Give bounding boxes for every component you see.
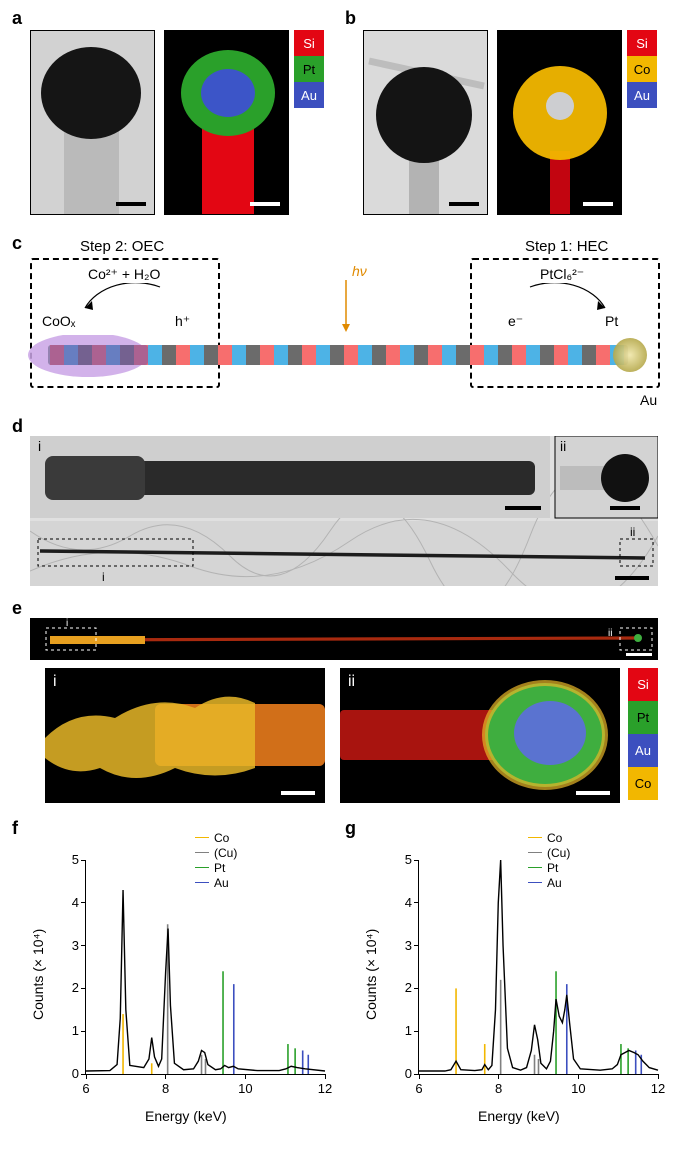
legend-item: Pt bbox=[195, 860, 237, 875]
scalebar bbox=[576, 791, 610, 795]
tem-a-svg bbox=[31, 31, 155, 215]
ylabel: Counts (× 10⁴) bbox=[30, 929, 46, 1020]
legend-item: (Cu) bbox=[195, 845, 237, 860]
panel-e-overview: i ii bbox=[30, 618, 658, 660]
panel-label-f: f bbox=[12, 818, 18, 839]
scalebar bbox=[583, 202, 613, 206]
swatch-si: Si bbox=[627, 30, 657, 56]
rx1-top: PtCl₆²⁻ bbox=[540, 266, 584, 283]
legend-b: Si Co Au bbox=[627, 30, 657, 108]
swatch-si: Si bbox=[628, 668, 658, 701]
xlabel: Energy (keV) bbox=[478, 1108, 560, 1124]
swatch-pt: Pt bbox=[294, 56, 324, 82]
map-b-svg bbox=[498, 31, 622, 215]
panel-e-i: i bbox=[45, 668, 325, 803]
swatch-si: Si bbox=[294, 30, 324, 56]
ylabel: Counts (× 10⁴) bbox=[363, 929, 379, 1020]
legend-item: Co bbox=[528, 830, 570, 845]
panel-b-map bbox=[497, 30, 622, 215]
rx2-top: Co²⁺ + H₂O bbox=[88, 266, 160, 283]
legend-item: Au bbox=[528, 875, 570, 890]
panel-label-a: a bbox=[12, 8, 22, 29]
chart-f: 681012012345 Energy (keV) Counts (× 10⁴)… bbox=[30, 830, 340, 1135]
legend-item: Au bbox=[195, 875, 237, 890]
step1-title: Step 1: HEC bbox=[525, 238, 608, 255]
legend-item: Pt bbox=[528, 860, 570, 875]
map-a-svg bbox=[165, 31, 289, 215]
panel-a-tem bbox=[30, 30, 155, 215]
swatch-au: Au bbox=[628, 734, 658, 767]
step2-title: Step 2: OEC bbox=[80, 238, 164, 255]
swatch-pt: Pt bbox=[628, 701, 658, 734]
scalebar bbox=[610, 506, 640, 510]
au-label: Au bbox=[640, 392, 657, 408]
legend-item: Co bbox=[195, 830, 237, 845]
rx1-right: Pt bbox=[605, 313, 618, 329]
scalebar bbox=[615, 576, 649, 580]
panel-d-svg: i ii i ii bbox=[30, 436, 658, 586]
svg-text:ii: ii bbox=[348, 673, 355, 690]
scalebar bbox=[626, 653, 652, 656]
xlabel: Energy (keV) bbox=[145, 1108, 227, 1124]
svg-text:i: i bbox=[102, 570, 105, 584]
panel-label-c: c bbox=[12, 233, 22, 254]
panel-label-g: g bbox=[345, 818, 356, 839]
chart-g: 681012012345 Energy (keV) Counts (× 10⁴)… bbox=[363, 830, 673, 1135]
panel-d-composite: i ii i ii bbox=[30, 436, 658, 586]
panel-label-e: e bbox=[12, 598, 22, 619]
scalebar bbox=[449, 202, 479, 206]
rx2-left: CoOₓ bbox=[42, 313, 75, 329]
rx2-right: h⁺ bbox=[175, 313, 190, 330]
scalebar bbox=[250, 202, 280, 206]
swatch-au: Au bbox=[627, 82, 657, 108]
scalebar bbox=[505, 506, 541, 510]
arc-arrow-right bbox=[520, 283, 620, 315]
scalebar bbox=[281, 791, 315, 795]
panel-label-d: d bbox=[12, 416, 23, 437]
svg-text:i: i bbox=[66, 618, 68, 629]
swatch-co: Co bbox=[627, 56, 657, 82]
arc-arrow-left bbox=[75, 283, 175, 315]
svg-text:ii: ii bbox=[608, 628, 612, 639]
tem-b-svg bbox=[364, 31, 488, 215]
rx1-left: e⁻ bbox=[508, 313, 523, 330]
svg-text:i: i bbox=[53, 673, 57, 690]
hv-arrow bbox=[340, 280, 352, 335]
svg-text:ii: ii bbox=[630, 525, 635, 539]
legend-e: Si Pt Au Co bbox=[628, 668, 658, 800]
panel-e-ii: ii bbox=[340, 668, 620, 803]
panel-b-tem bbox=[363, 30, 488, 215]
swatch-co: Co bbox=[628, 767, 658, 800]
nanowire-schematic bbox=[28, 335, 658, 390]
svg-text:i: i bbox=[38, 438, 41, 454]
chart-legend: Co(Cu)PtAu bbox=[528, 830, 570, 890]
panel-label-b: b bbox=[345, 8, 356, 29]
legend-item: (Cu) bbox=[528, 845, 570, 860]
legend-a: Si Pt Au bbox=[294, 30, 324, 108]
hv-label: hν bbox=[352, 263, 367, 279]
panel-a-map bbox=[164, 30, 289, 215]
chart-legend: Co(Cu)PtAu bbox=[195, 830, 237, 890]
scalebar bbox=[116, 202, 146, 206]
swatch-au: Au bbox=[294, 82, 324, 108]
svg-text:ii: ii bbox=[560, 438, 566, 454]
